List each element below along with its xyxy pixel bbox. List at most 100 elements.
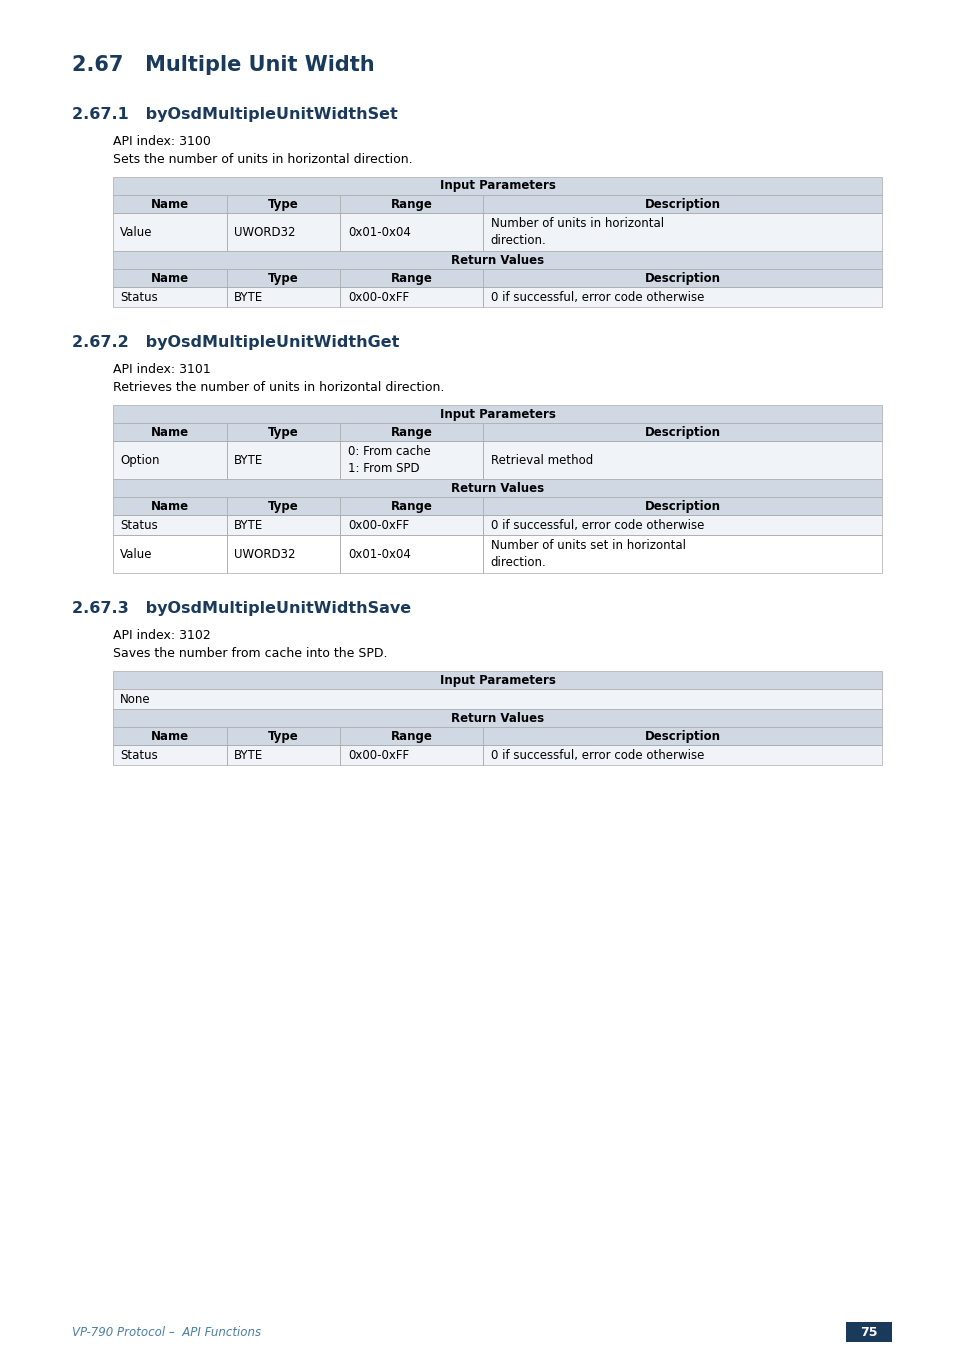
Text: direction.: direction. — [490, 234, 546, 246]
Text: Type: Type — [268, 272, 298, 284]
Bar — [340, 535, 482, 573]
Bar — [340, 287, 482, 307]
Bar — [112, 497, 226, 515]
Text: Saves the number from cache into the SPD.: Saves the number from cache into the SPD… — [112, 647, 387, 659]
Text: Return Values: Return Values — [451, 711, 543, 724]
Bar — [112, 709, 882, 727]
Text: BYTE: BYTE — [233, 291, 263, 303]
Text: 0 if successful, error code otherwise: 0 if successful, error code otherwise — [490, 519, 703, 532]
Text: Retrieval method: Retrieval method — [490, 454, 592, 467]
Bar — [112, 287, 226, 307]
Bar — [482, 515, 882, 535]
Bar — [112, 213, 882, 250]
Text: Range: Range — [391, 272, 432, 284]
Bar — [845, 1322, 891, 1342]
Text: Type: Type — [268, 425, 298, 439]
Text: Status: Status — [120, 519, 158, 532]
Bar — [112, 745, 226, 765]
Bar — [112, 535, 882, 573]
Bar — [112, 177, 882, 195]
Text: BYTE: BYTE — [233, 454, 263, 467]
Bar — [340, 727, 482, 745]
Bar — [482, 213, 882, 250]
Text: Name: Name — [151, 425, 189, 439]
Bar — [340, 515, 482, 535]
Bar — [340, 213, 482, 250]
Bar — [340, 269, 482, 287]
Bar — [226, 515, 340, 535]
Text: 2.67.1   byOsdMultipleUnitWidthSet: 2.67.1 byOsdMultipleUnitWidthSet — [71, 107, 396, 122]
Text: None: None — [120, 692, 151, 705]
Text: Description: Description — [644, 272, 720, 284]
Text: 75: 75 — [860, 1326, 877, 1339]
Bar — [482, 727, 882, 745]
Text: UWORD32: UWORD32 — [233, 226, 295, 238]
Bar — [482, 195, 882, 213]
Bar — [112, 515, 882, 535]
Bar — [112, 515, 226, 535]
Text: Value: Value — [120, 547, 152, 561]
Text: Type: Type — [268, 198, 298, 210]
Text: BYTE: BYTE — [233, 519, 263, 532]
Text: Type: Type — [268, 500, 298, 513]
Text: Name: Name — [151, 198, 189, 210]
Bar — [226, 195, 340, 213]
Bar — [226, 213, 340, 250]
Bar — [340, 497, 482, 515]
Bar — [340, 195, 482, 213]
Bar — [226, 441, 340, 479]
Bar — [112, 441, 226, 479]
Text: BYTE: BYTE — [233, 749, 263, 761]
Text: Retrieves the number of units in horizontal direction.: Retrieves the number of units in horizon… — [112, 380, 443, 394]
Bar — [482, 287, 882, 307]
Bar — [226, 745, 340, 765]
Text: Input Parameters: Input Parameters — [439, 673, 555, 686]
Bar — [226, 727, 340, 745]
Bar — [482, 535, 882, 573]
Text: Range: Range — [391, 500, 432, 513]
Text: UWORD32: UWORD32 — [233, 547, 295, 561]
Bar — [112, 405, 882, 422]
Bar — [340, 745, 482, 765]
Text: VP-790 Protocol –  API Functions: VP-790 Protocol – API Functions — [71, 1326, 260, 1339]
Bar — [112, 287, 882, 307]
Bar — [482, 422, 882, 441]
Text: Type: Type — [268, 730, 298, 742]
Bar — [226, 535, 340, 573]
Bar — [482, 269, 882, 287]
Text: Description: Description — [644, 198, 720, 210]
Text: 2.67.3   byOsdMultipleUnitWidthSave: 2.67.3 byOsdMultipleUnitWidthSave — [71, 601, 410, 616]
Bar — [112, 727, 226, 745]
Text: Description: Description — [644, 500, 720, 513]
Text: Number of units in horizontal: Number of units in horizontal — [490, 217, 663, 230]
Text: Range: Range — [391, 425, 432, 439]
Bar — [112, 745, 882, 765]
Text: Status: Status — [120, 749, 158, 761]
Text: Status: Status — [120, 291, 158, 303]
Bar — [112, 213, 226, 250]
Bar — [112, 479, 882, 497]
Text: API index: 3101: API index: 3101 — [112, 363, 210, 376]
Text: API index: 3102: API index: 3102 — [112, 630, 210, 642]
Bar — [226, 287, 340, 307]
Bar — [112, 422, 226, 441]
Text: API index: 3100: API index: 3100 — [112, 135, 211, 148]
Text: Description: Description — [644, 425, 720, 439]
Text: Sets the number of units in horizontal direction.: Sets the number of units in horizontal d… — [112, 153, 412, 167]
Text: 0x00-0xFF: 0x00-0xFF — [348, 291, 409, 303]
Text: Name: Name — [151, 272, 189, 284]
Text: 0 if successful, error code otherwise: 0 if successful, error code otherwise — [490, 749, 703, 761]
Text: 0x00-0xFF: 0x00-0xFF — [348, 749, 409, 761]
Text: 2.67   Multiple Unit Width: 2.67 Multiple Unit Width — [71, 56, 374, 74]
Bar — [112, 250, 882, 269]
Text: Input Parameters: Input Parameters — [439, 408, 555, 421]
Text: Range: Range — [391, 730, 432, 742]
Bar — [112, 195, 226, 213]
Bar — [112, 689, 882, 709]
Bar — [482, 497, 882, 515]
Text: Range: Range — [391, 198, 432, 210]
Bar — [340, 441, 482, 479]
Text: 0 if successful, error code otherwise: 0 if successful, error code otherwise — [490, 291, 703, 303]
Text: Input Parameters: Input Parameters — [439, 180, 555, 192]
Text: 0: From cache: 0: From cache — [348, 445, 431, 458]
